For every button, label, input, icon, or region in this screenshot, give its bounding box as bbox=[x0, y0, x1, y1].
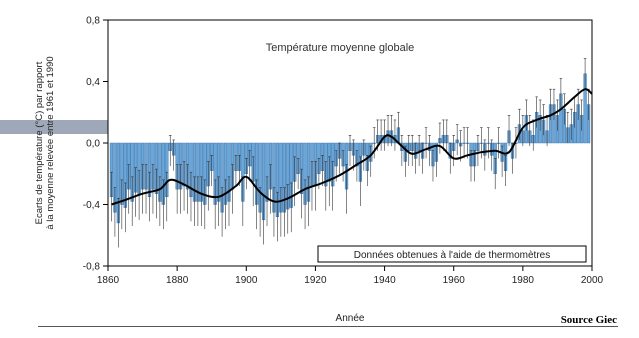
x-tick-label: 2000 bbox=[581, 275, 604, 286]
y-axis-label-line-1: Ecarts de température (°C) par rapport bbox=[34, 61, 45, 224]
x-tick-label: 1860 bbox=[97, 275, 120, 286]
x-tick-label: 1880 bbox=[166, 275, 189, 286]
y-tick-label: 0,4 bbox=[86, 77, 100, 88]
x-tick-label: 1900 bbox=[235, 275, 258, 286]
annotation-box bbox=[317, 245, 587, 263]
x-tick-label: 1940 bbox=[373, 275, 396, 286]
x-tick-label: 1920 bbox=[304, 275, 327, 286]
y-tick-label: -0,4 bbox=[83, 200, 101, 211]
smoothed-curve bbox=[111, 88, 593, 206]
annotation-text: Données obtenues à l'aide de thermomètre… bbox=[354, 250, 550, 261]
decorative-grey-tab bbox=[0, 120, 108, 134]
x-axis: 1860 1880 1900 1920 1940 1960 1980 2000 bbox=[97, 266, 604, 286]
chart-title: Température moyenne globale bbox=[266, 42, 415, 54]
y-axis: -0,8 -0,4 0,0 0,4 0,8 bbox=[83, 16, 108, 273]
y-axis-label-line-2: à la moyenne relevée entre 1961 et 1990 bbox=[45, 56, 56, 229]
source-label: Source Giec bbox=[560, 314, 617, 326]
y-tick-label: 0,0 bbox=[86, 139, 100, 150]
y-tick-label: -0,8 bbox=[83, 262, 101, 273]
y-tick-label: 0,8 bbox=[86, 16, 100, 27]
x-tick-label: 1980 bbox=[512, 275, 535, 286]
source-rule bbox=[38, 326, 618, 327]
x-tick-label: 1960 bbox=[443, 275, 466, 286]
x-axis-label: Année bbox=[336, 313, 365, 324]
